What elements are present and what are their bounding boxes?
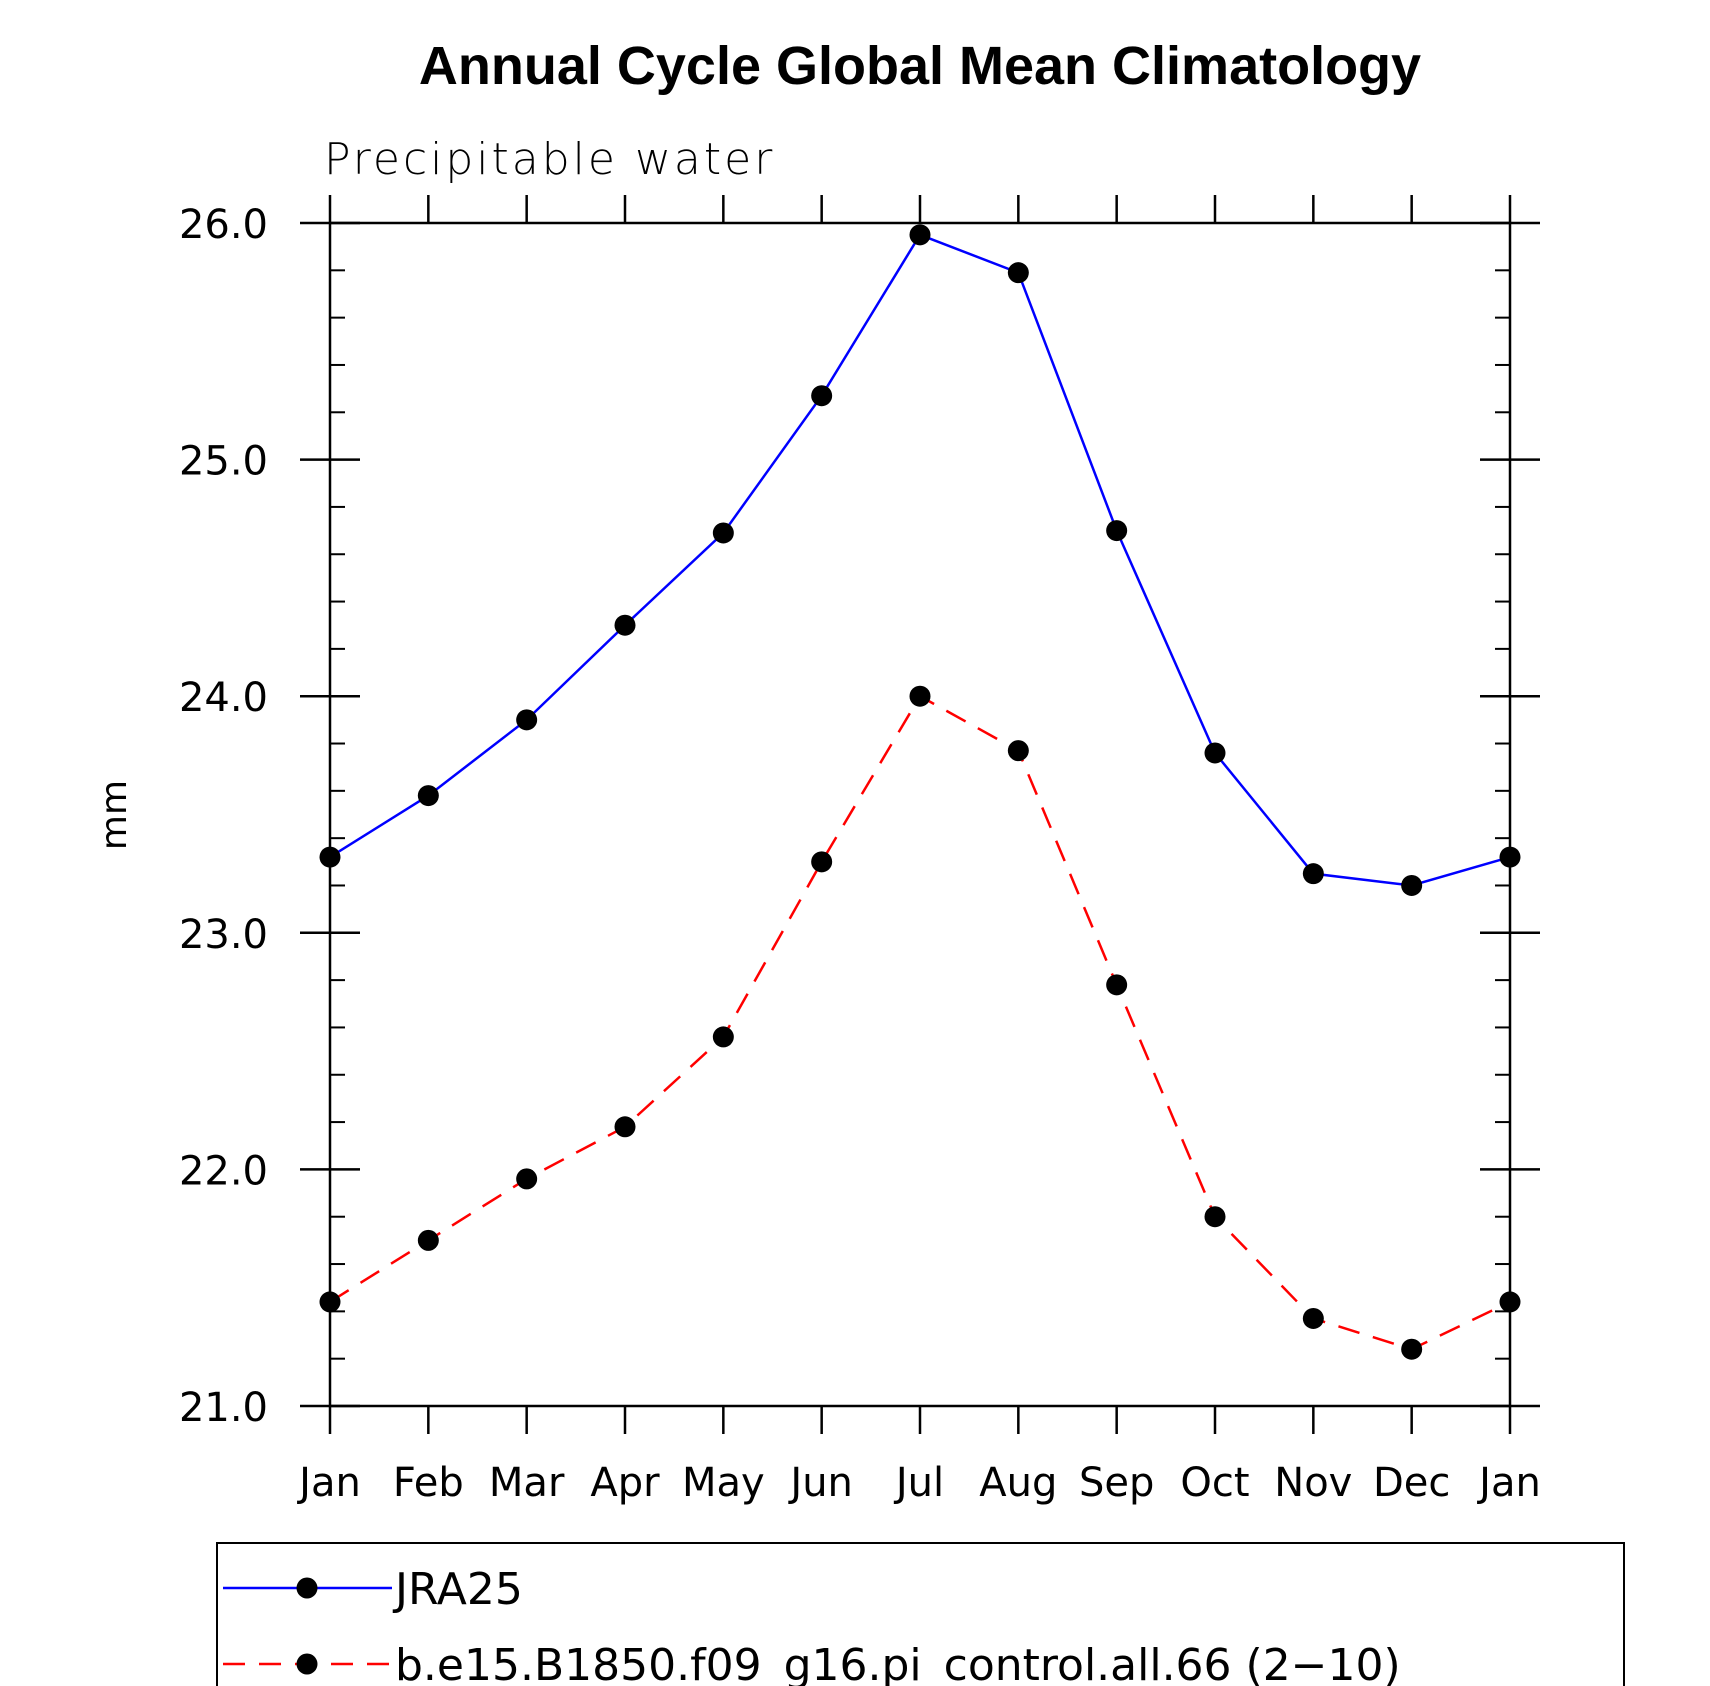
data-point <box>1401 874 1423 896</box>
data-point <box>811 385 833 407</box>
legend-label: JRA25 <box>392 1564 523 1615</box>
data-point <box>417 1229 439 1251</box>
data-point <box>712 522 734 544</box>
data-point <box>1204 1206 1226 1228</box>
x-tick-label: Dec <box>1373 1460 1450 1506</box>
x-tick-label: May <box>682 1460 765 1506</box>
x-tick-label: Jun <box>787 1460 853 1506</box>
data-point <box>516 1168 538 1190</box>
x-tick-label: Nov <box>1274 1460 1352 1506</box>
y-tick-label: 26.0 <box>179 202 268 248</box>
x-tick-label: Oct <box>1180 1460 1249 1506</box>
x-tick-labels: Jan Feb Mar Apr May Jun Jul Aug Sep Oct Nov Dec Jan <box>296 1460 1541 1506</box>
series-line <box>329 694 1511 1351</box>
data-point <box>614 1116 636 1138</box>
data-point <box>1007 740 1029 762</box>
x-tick-label: Jul <box>893 1460 944 1506</box>
y-tick-label: 25.0 <box>179 439 268 485</box>
x-tick-label: Mar <box>489 1460 565 1506</box>
chart-subtitle: Precipitable water <box>324 134 775 185</box>
data-point <box>1106 974 1128 996</box>
y-tick-label: 21.0 <box>179 1385 268 1431</box>
x-tick-label: Sep <box>1079 1460 1154 1506</box>
series-line <box>329 233 1511 887</box>
legend-marker <box>296 1653 318 1675</box>
data-point <box>811 851 833 873</box>
data-point <box>417 785 439 807</box>
x-tick-label: Apr <box>590 1460 660 1506</box>
x-tick-label: Feb <box>393 1460 464 1506</box>
plot-frame <box>328 221 1512 1408</box>
data-point <box>1007 262 1029 284</box>
data-point <box>712 1026 734 1048</box>
legend: JRA25 b.e15.B1850.f09_g16.pi_control.all.… <box>216 1542 1625 1686</box>
data-point <box>909 685 931 707</box>
legend-marker <box>296 1577 318 1599</box>
chart-title: Annual Cycle Global Mean Climatology <box>419 36 1421 96</box>
y-tick-labels: 21.0 22.0 23.0 24.0 25.0 26.0 <box>179 202 268 1431</box>
data-point <box>1204 742 1226 764</box>
data-point <box>614 614 636 636</box>
data-point <box>1401 1338 1423 1360</box>
y-tick-label: 24.0 <box>179 675 268 721</box>
x-tick-label: Jan <box>296 1460 361 1506</box>
data-point <box>516 709 538 731</box>
data-point <box>1302 863 1324 885</box>
axis-ticks <box>300 195 1540 1434</box>
y-tick-label: 22.0 <box>179 1148 268 1194</box>
data-point <box>1302 1307 1324 1329</box>
data-point <box>1106 520 1128 542</box>
x-tick-label: Jan <box>1476 1460 1541 1506</box>
legend-box <box>216 1542 1625 1686</box>
legend-label: b.e15.B1850.f09_g16.pi_control.all.66 (2… <box>395 1640 1401 1686</box>
y-axis-label: mm <box>94 780 135 850</box>
y-tick-label: 23.0 <box>179 912 268 958</box>
series-layer <box>319 224 1521 1360</box>
legend-entries: JRA25 b.e15.B1850.f09_g16.pi_control.all.… <box>223 1564 1401 1686</box>
data-point <box>909 224 931 246</box>
x-tick-label: Aug <box>979 1460 1057 1506</box>
